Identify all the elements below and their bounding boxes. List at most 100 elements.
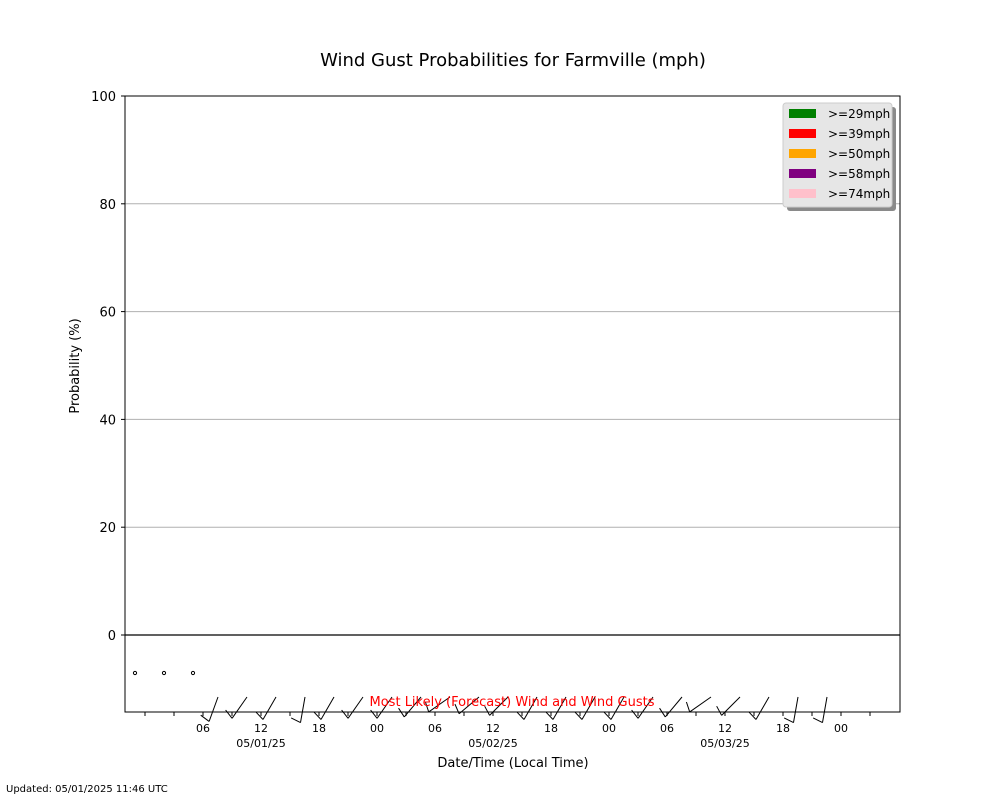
x-date-label: 05/02/25 [468,737,517,750]
barb-staff [821,696,828,723]
barb-staff [262,696,277,720]
wind-barb [225,696,248,719]
x-tick-label: 18 [544,722,558,735]
barb-flag [200,714,210,722]
y-tick-label: 80 [99,198,116,213]
barb-staff [458,696,480,715]
legend-label: >=39mph [828,127,890,141]
x-axis: 06 12 05/01/25 18 00 06 12 05/02/25 18 00 06 12 05/0… [144,712,871,750]
barb-staff [403,696,422,718]
barb-staff [320,696,335,720]
barb-flag [454,703,460,714]
barb-flag [398,707,405,718]
barb-flag [424,701,430,713]
wind-barb [685,696,712,713]
barb-staff [792,696,799,723]
wind-barb [783,696,799,724]
legend-swatch [789,149,816,158]
wind-barb [631,696,654,719]
barb-flag [313,711,322,720]
barb-flag [516,711,525,720]
wind-barb [659,696,683,718]
barb-flag [545,711,554,720]
barb-flag [370,709,378,719]
legend-label: >=58mph [828,167,890,181]
wind-barb [190,670,196,676]
barb-staff [428,696,451,713]
x-tick-label: 00 [370,722,384,735]
legend-swatch [789,189,816,198]
wind-barb [313,696,335,720]
legend-swatch [789,109,816,118]
barb-staff [755,696,770,720]
calm-circle [132,670,138,676]
wind-barb [516,696,538,720]
barb-flag [716,705,723,716]
calm-circle [161,670,167,676]
wind-barb [716,696,741,716]
y-tick-label: 20 [99,521,116,536]
wind-barbs [132,670,828,724]
wind-barb [484,696,509,716]
wind-barb [424,696,451,713]
barb-flag [225,709,233,719]
wind-barb [161,670,167,676]
barb-staff [376,696,393,719]
barb-flag [659,707,666,718]
wind-barb [341,696,364,719]
x-tick-label: 00 [834,722,848,735]
x-tick-label: 06 [428,722,442,735]
barb-staff [208,696,219,722]
legend-swatch [789,129,816,138]
wind-barb [574,696,596,720]
wind-barb [603,696,625,720]
barb-flag [290,717,301,724]
chart-title: Wind Gust Probabilities for Farmville (m… [320,50,706,71]
barb-staff [489,696,509,716]
wind-barb [748,696,770,720]
y-tick-label: 60 [99,306,116,321]
y-axis-label: Probability (%) [68,318,83,413]
x-axis-label: Date/Time (Local Time) [437,756,588,771]
wind-barb [290,696,306,724]
barb-flag [783,717,794,724]
barb-flag [484,705,491,716]
legend-swatch [789,169,816,178]
barb-staff [347,696,364,719]
x-date-label: 05/03/25 [700,737,749,750]
barb-flag [812,717,823,724]
updated-timestamp: Updated: 05/01/2025 11:46 UTC [6,784,168,795]
barb-staff [610,696,625,720]
x-tick-label: 12 [486,722,500,735]
barb-staff [552,696,567,720]
x-tick-label: 18 [312,722,326,735]
calm-circle [190,670,196,676]
wind-panel-label: Most Likely (Forecast) Wind and Wind Gus… [370,695,655,710]
barb-staff [231,696,248,719]
x-tick-label: 06 [660,722,674,735]
barb-flag [631,709,639,719]
y-tick-label: 0 [108,629,116,644]
wind-barb [255,696,277,720]
barb-flag [685,701,691,713]
x-tick-label: 18 [776,722,790,735]
barb-staff [581,696,596,720]
legend: >=29mph >=39mph >=50mph >=58mph >=74mph [782,102,896,211]
x-tick-label: 06 [196,722,210,735]
y-axis: 0 20 40 60 80 100 [91,90,125,644]
wind-barb [398,696,422,718]
barb-staff [299,696,306,723]
legend-label: >=74mph [828,187,890,201]
plot-frame [124,95,901,713]
x-date-label: 05/01/25 [236,737,285,750]
wind-barb [812,696,828,724]
x-tick-label: 12 [254,722,268,735]
wind-barb [454,696,480,715]
x-tick-label: 12 [718,722,732,735]
barb-flag [255,711,264,720]
barb-staff [664,696,683,718]
wind-barb [200,696,219,722]
barb-staff [637,696,654,719]
barb-staff [721,696,741,716]
